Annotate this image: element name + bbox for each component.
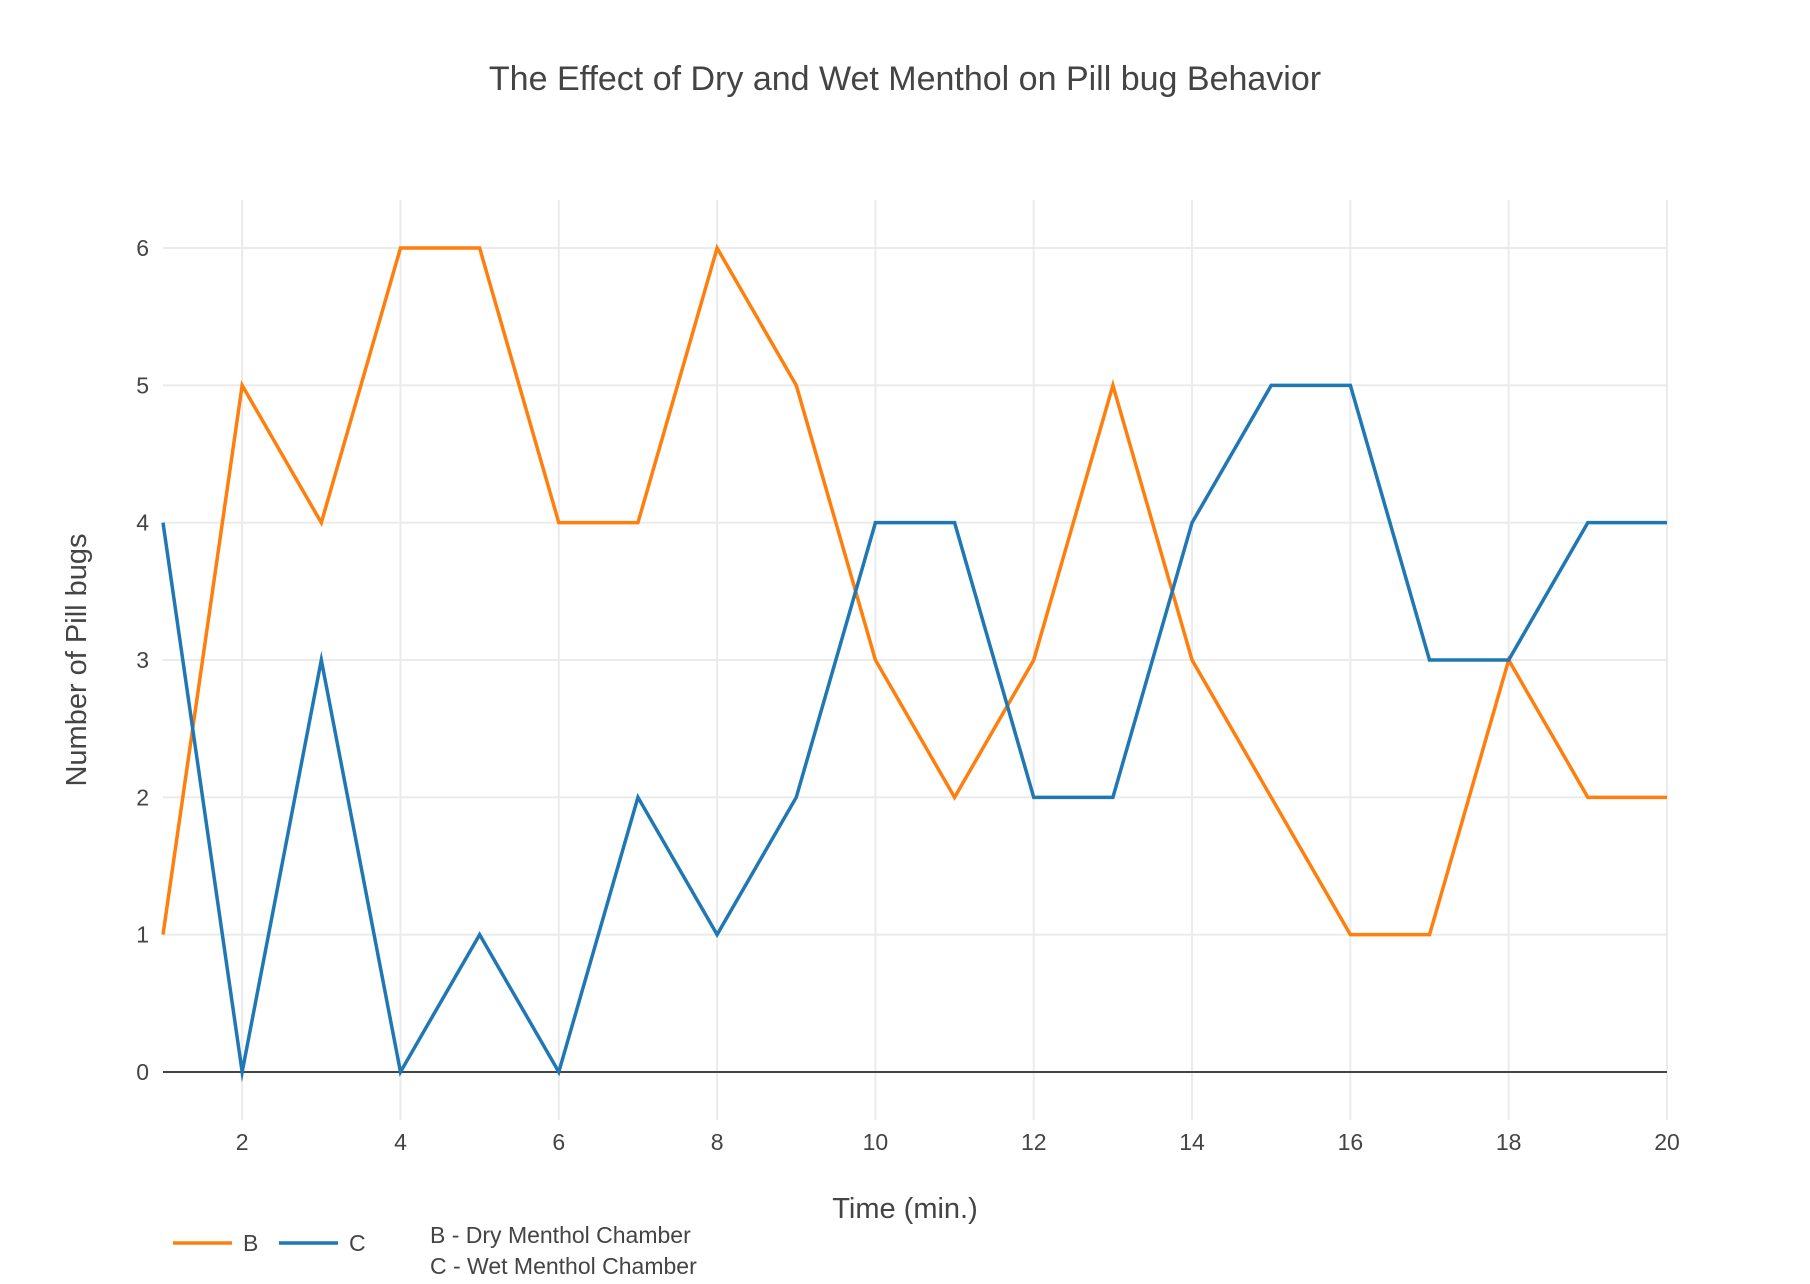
x-tick-label: 12 [1021,1129,1047,1155]
y-tick-label: 6 [136,235,149,261]
y-axis-title: Number of Pill bugs [61,533,93,786]
x-tick-label: 14 [1179,1129,1205,1155]
y-tick-label: 4 [136,510,149,536]
y-tick-label: 0 [136,1059,149,1085]
y-tick-label: 5 [136,372,149,398]
x-tick-label: 6 [552,1129,565,1155]
y-tick-label: 2 [136,784,149,810]
chart-title: The Effect of Dry and Wet Menthol on Pil… [489,60,1321,98]
x-tick-label: 20 [1654,1129,1680,1155]
series-line-c[interactable] [161,383,1667,1083]
x-tick-label: 16 [1338,1129,1364,1155]
legend-label: B [243,1230,258,1256]
legend-item-c[interactable]: C [279,1230,366,1256]
y-tick-label: 3 [136,647,149,673]
series-line-b[interactable] [161,243,1667,937]
legend-note: B - Dry Menthol Chamber C - Wet Menthol … [430,1222,697,1279]
x-axis-title: Time (min.) [832,1193,978,1225]
series-lines[interactable] [161,243,1667,1083]
legend-label: C [349,1230,366,1256]
legend-item-b[interactable]: B [173,1230,258,1256]
y-tick-label: 1 [136,922,149,948]
x-tick-label: 10 [863,1129,889,1155]
x-tick-label: 2 [236,1129,249,1155]
x-tick-label: 4 [394,1129,407,1155]
note-line-c: C - Wet Menthol Chamber [430,1253,697,1279]
x-tick-label: 18 [1496,1129,1522,1155]
note-line-b: B - Dry Menthol Chamber [430,1222,691,1248]
x-tick-label: 8 [711,1129,724,1155]
